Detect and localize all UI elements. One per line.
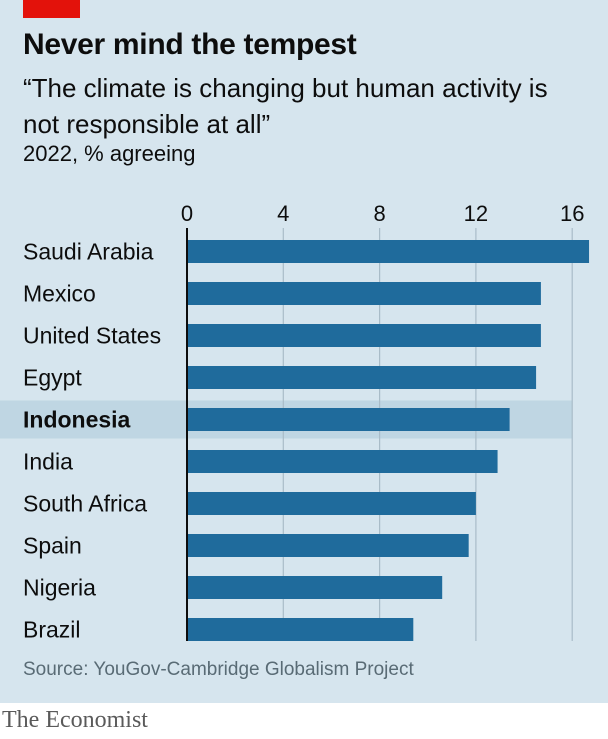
bar-chart: Saudi Arabia Mexico United States Egypt Indo… bbox=[0, 201, 590, 643]
bar bbox=[187, 576, 443, 599]
x-tick-label: 4 bbox=[277, 201, 289, 226]
source-note: Source: YouGov-Cambridge Globalism Proje… bbox=[23, 659, 414, 680]
x-tick-label: 16 bbox=[560, 201, 584, 226]
bar bbox=[187, 618, 414, 641]
category-label: Nigeria bbox=[23, 575, 96, 601]
bar bbox=[187, 366, 537, 389]
category-label: India bbox=[23, 449, 73, 475]
brand-logo-text: The Economist bbox=[2, 707, 148, 733]
category-label: Spain bbox=[23, 533, 82, 559]
category-label: Egypt bbox=[23, 365, 82, 391]
chart-unit-label: 2022, % agreeing bbox=[23, 141, 196, 166]
category-label: United States bbox=[23, 323, 161, 349]
category-label: South Africa bbox=[23, 491, 147, 517]
brand-red-tab bbox=[23, 0, 80, 18]
chart-subtitle: “The climate is changing but human activ… bbox=[23, 73, 548, 139]
chart-panel: Never mind the tempest “The climate is c… bbox=[0, 0, 608, 703]
bar bbox=[187, 324, 541, 347]
bar bbox=[187, 450, 498, 473]
chart-title: Never mind the tempest bbox=[23, 28, 357, 61]
bar bbox=[187, 408, 510, 431]
bar bbox=[187, 534, 469, 557]
category-label: Mexico bbox=[23, 281, 96, 307]
bar bbox=[187, 492, 476, 515]
bar bbox=[187, 240, 590, 263]
category-label: Brazil bbox=[23, 617, 81, 643]
bar bbox=[187, 282, 541, 305]
x-tick-label: 12 bbox=[464, 201, 488, 226]
x-tick-label: 0 bbox=[181, 201, 193, 226]
category-label: Indonesia bbox=[23, 407, 131, 433]
category-label: Saudi Arabia bbox=[23, 239, 154, 265]
x-tick-label: 8 bbox=[373, 201, 385, 226]
